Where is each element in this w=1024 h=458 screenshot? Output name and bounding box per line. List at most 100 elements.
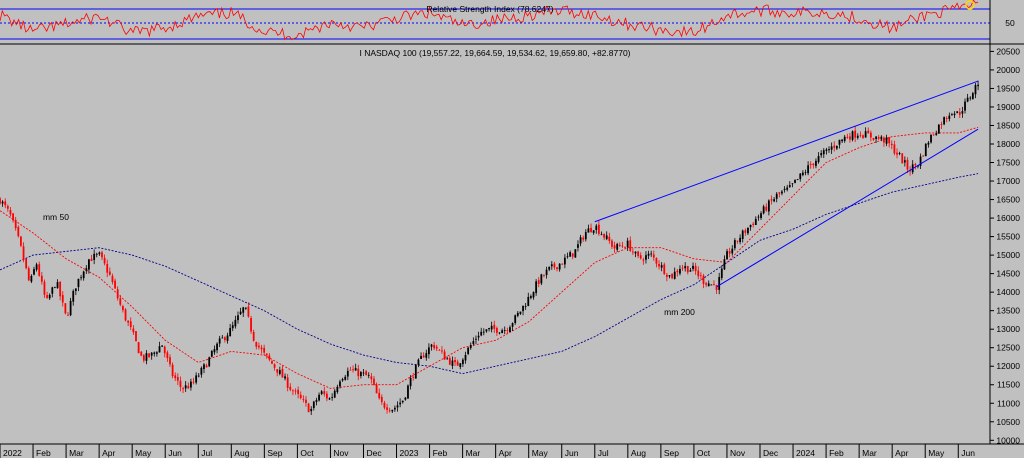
- candle-body: [54, 287, 56, 289]
- candle-body: [553, 263, 556, 268]
- candle-body: [218, 338, 221, 344]
- candle-body: [448, 358, 451, 365]
- candle-body: [281, 368, 284, 378]
- candle-body: [341, 378, 344, 381]
- candle-body: [258, 345, 260, 348]
- candle-body: [103, 257, 106, 264]
- candle-body: [637, 251, 640, 256]
- candle-body: [22, 246, 25, 260]
- candle-body: [786, 187, 789, 190]
- candle-body: [0, 198, 1, 204]
- candle-body: [33, 269, 35, 275]
- candle-body: [548, 266, 551, 270]
- candle-body: [898, 153, 901, 154]
- candle-body: [971, 93, 974, 99]
- candle-body: [412, 376, 415, 378]
- candle-body: [773, 199, 776, 202]
- candle-body: [668, 275, 671, 277]
- candle-body: [399, 402, 402, 405]
- candle-body: [90, 258, 93, 261]
- candle-body: [673, 271, 676, 279]
- candle-body: [692, 265, 694, 269]
- candle-body: [739, 237, 742, 242]
- candle-body: [893, 144, 896, 154]
- candle-body: [480, 331, 483, 336]
- candle-body: [681, 267, 684, 269]
- candle-body: [833, 145, 836, 148]
- candle-body: [527, 296, 530, 306]
- candle-body: [765, 206, 768, 211]
- candle-body: [516, 312, 519, 316]
- candle-body: [867, 130, 870, 134]
- candle-body: [940, 124, 943, 125]
- candle-body: [647, 253, 650, 256]
- candle-body: [509, 327, 511, 332]
- candle-body: [699, 275, 702, 277]
- x-tick-label: Apr: [895, 448, 908, 458]
- candle-body: [854, 130, 857, 138]
- candle-body: [179, 380, 182, 388]
- candle-body: [446, 358, 449, 360]
- candle-body: [106, 263, 109, 273]
- x-tick-label: Apr: [102, 448, 115, 458]
- candle-body: [676, 270, 679, 273]
- candle-body: [550, 264, 553, 267]
- candle-body: [61, 295, 64, 303]
- time-axis: 2022 Feb Mar Apr May Jun Jul Aug Sep Oct Nov Dec 202…: [0, 444, 975, 458]
- candle-body: [849, 136, 851, 140]
- candle-body: [888, 137, 891, 144]
- y-tick-label: 16500: [996, 195, 1020, 205]
- candle-body: [59, 281, 62, 297]
- candle-body: [830, 146, 833, 150]
- candle-body: [655, 257, 658, 264]
- candle-body: [265, 353, 268, 356]
- candle-body: [616, 243, 619, 250]
- candle-body: [35, 264, 38, 270]
- candle-body: [812, 163, 815, 166]
- candle-body: [373, 378, 375, 385]
- candle-body: [48, 294, 51, 299]
- candle-body: [906, 159, 909, 170]
- candle-body: [430, 344, 433, 347]
- candle-body: [689, 270, 692, 272]
- candle-body: [95, 253, 98, 255]
- candle-body: [111, 275, 114, 283]
- candle-body: [767, 200, 770, 212]
- candle-body: [958, 112, 961, 115]
- candle-body: [80, 277, 82, 279]
- candle-body: [506, 330, 509, 331]
- candle-body: [778, 192, 781, 194]
- candle-body: [490, 325, 493, 330]
- x-tick-label: Feb: [433, 448, 448, 458]
- candle-body: [263, 347, 266, 353]
- candle-body: [747, 227, 749, 234]
- candle-body: [346, 370, 349, 377]
- candle-body: [294, 390, 297, 392]
- candle-body: [684, 266, 687, 269]
- candle-body: [707, 283, 710, 287]
- candle-body: [299, 394, 302, 399]
- candle-body: [545, 269, 548, 276]
- candle-body: [158, 346, 161, 353]
- candle-body: [171, 364, 174, 377]
- candle-body: [645, 255, 647, 260]
- candle-body: [574, 249, 577, 258]
- candle-body: [27, 268, 30, 281]
- candle-body: [255, 342, 258, 347]
- candle-body: [650, 253, 653, 255]
- candle-body: [17, 226, 20, 237]
- candle-body: [903, 160, 906, 163]
- candle-body: [665, 274, 668, 277]
- y-tick-label: 19000: [996, 102, 1020, 112]
- candle-body: [705, 283, 708, 285]
- candle-body: [420, 355, 422, 360]
- candle-body: [124, 309, 127, 321]
- candle-body: [357, 368, 360, 377]
- candle-body: [137, 342, 140, 354]
- candle-body: [600, 234, 603, 236]
- candle-body: [791, 183, 794, 185]
- candle-body: [122, 306, 124, 311]
- candle-body: [495, 328, 498, 333]
- candle-body: [331, 397, 334, 398]
- x-tick-label: Nov: [333, 448, 349, 458]
